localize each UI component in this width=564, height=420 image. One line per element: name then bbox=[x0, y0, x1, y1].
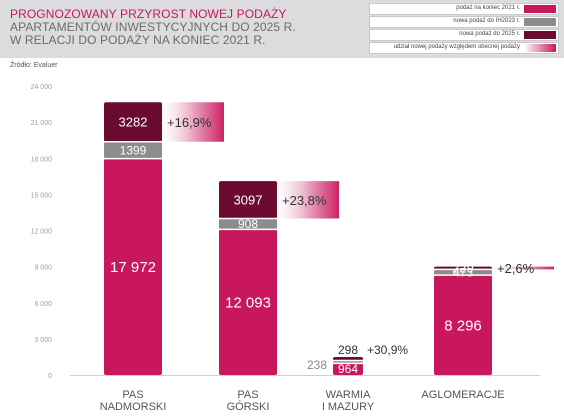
bar-segment-supply-2021 bbox=[219, 229, 277, 375]
chart-source: Źródło: Evaluer bbox=[10, 62, 58, 69]
legend-item-new-h1-2023: nowa podaż do IH2023 r. bbox=[369, 16, 559, 28]
category-label: NADMORSKI bbox=[100, 401, 167, 413]
data-label-new-h1-2023: 473 bbox=[453, 266, 473, 280]
legend-item-new-2025: nowa podaż do 2025 r. bbox=[369, 29, 559, 41]
y-tick-label: 21 000 bbox=[31, 120, 53, 127]
chart-title-line-2: APARTAMENTÓW INWESTYCYJNYCH DO 2025 R. bbox=[10, 20, 296, 34]
legend-swatch bbox=[524, 18, 556, 26]
share-label: +30,9% bbox=[367, 343, 408, 357]
y-tick-label: 6 000 bbox=[34, 301, 52, 308]
chart-header: PROGNOZOWANY PRZYROST NOWEJ PODAŻY APART… bbox=[0, 0, 564, 58]
category-label: PAS bbox=[122, 389, 143, 401]
share-label: +16,9% bbox=[167, 115, 212, 130]
share-label: +2,6% bbox=[497, 261, 535, 276]
bar-segment-new-h1-2023 bbox=[219, 218, 277, 230]
bar-segment-new-2025 bbox=[219, 181, 277, 219]
legend-label: udział nowej podaży względem obecnej pod… bbox=[393, 44, 520, 50]
legend-swatch bbox=[524, 31, 556, 39]
y-tick-label: 24 000 bbox=[31, 84, 53, 91]
bar-segment-new-2025 bbox=[333, 356, 363, 361]
legend-label: nowa podaż do IH2023 r. bbox=[453, 18, 520, 24]
y-tick-label: 15 000 bbox=[31, 192, 53, 199]
data-label-supply-2021: 12 093 bbox=[225, 295, 271, 312]
data-label-supply-2021: 8 296 bbox=[444, 317, 482, 334]
data-label-new-h1-2023: 238 bbox=[307, 358, 327, 372]
y-tick-label: 18 000 bbox=[31, 156, 53, 163]
bar-segment-new-h1-2023 bbox=[434, 269, 492, 276]
bar-segment-new-2025 bbox=[104, 102, 162, 142]
legend: podaż na koniec 2021 r. nowa podaż do IH… bbox=[369, 3, 559, 55]
bar-segment-supply-2021 bbox=[434, 275, 492, 375]
bar-segment-new-h1-2023 bbox=[104, 141, 162, 159]
legend-item-share: udział nowej podaży względem obecnej pod… bbox=[369, 42, 559, 54]
data-label-new-2025: 3097 bbox=[234, 192, 263, 207]
y-tick-label: 3 000 bbox=[34, 337, 52, 344]
y-tick-label: 0 bbox=[48, 373, 52, 380]
bar-segment-supply-2021 bbox=[333, 363, 363, 375]
data-label-new-2025: 298 bbox=[338, 343, 358, 357]
chart-title-line-3: W RELACJI DO PODAŻY NA KONIEC 2021 R. bbox=[10, 33, 266, 47]
y-tick-label: 12 000 bbox=[31, 229, 53, 236]
bar-segment-supply-2021 bbox=[104, 158, 162, 375]
legend-label: podaż na koniec 2021 r. bbox=[456, 5, 520, 11]
share-indicator bbox=[277, 181, 339, 219]
legend-swatch bbox=[524, 5, 556, 13]
y-tick-label: 9 000 bbox=[34, 265, 52, 272]
data-label-new-2025: 229 bbox=[452, 261, 474, 276]
data-label-supply-2021: 964 bbox=[338, 362, 358, 376]
data-label-new-2025: 3282 bbox=[119, 115, 148, 130]
share-label: +23,8% bbox=[282, 193, 327, 208]
category-label: WARMIA bbox=[326, 389, 371, 401]
share-indicator bbox=[162, 102, 224, 142]
legend-label: nowa podaż do 2025 r. bbox=[459, 31, 520, 37]
chart-title-line-1: PROGNOZOWANY PRZYROST NOWEJ PODAŻY bbox=[10, 7, 287, 21]
category-label: AGLOMERACJE bbox=[421, 389, 504, 401]
data-label-new-h1-2023: 908 bbox=[238, 217, 258, 231]
data-label-new-h1-2023: 1399 bbox=[120, 143, 147, 157]
category-label: I MAZURY bbox=[322, 401, 375, 413]
category-label: PAS bbox=[237, 389, 258, 401]
share-indicator bbox=[492, 266, 554, 270]
data-label-supply-2021: 17 972 bbox=[110, 259, 156, 276]
legend-swatch bbox=[524, 44, 556, 52]
category-label: GÓRSKI bbox=[227, 400, 270, 413]
legend-item-supply-2021: podaż na koniec 2021 r. bbox=[369, 3, 559, 15]
